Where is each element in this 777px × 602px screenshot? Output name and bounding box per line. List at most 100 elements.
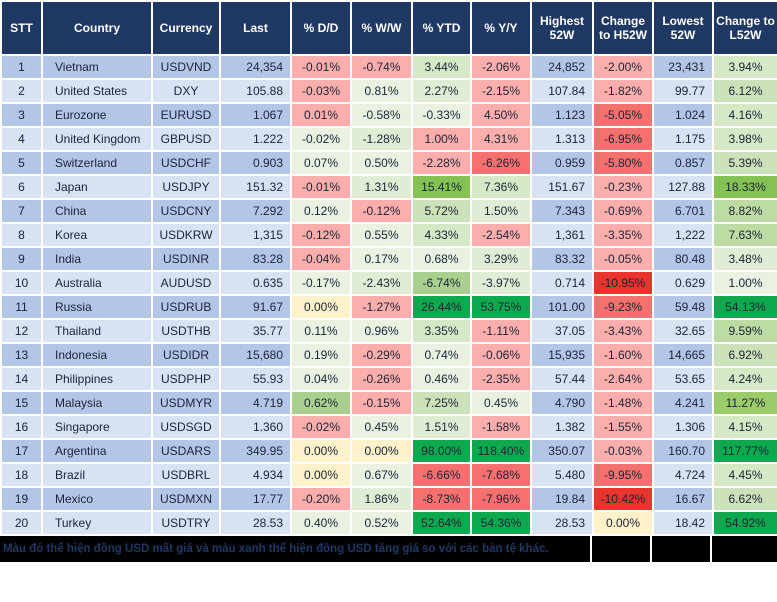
cell-pct-dd[interactable]: -0.04% (290, 246, 352, 272)
cell-country[interactable]: Japan (41, 174, 153, 200)
cell-stt[interactable]: 18 (0, 462, 43, 488)
cell-change-to-l52w[interactable]: 54.92% (712, 510, 777, 536)
cell-change-to-h52w[interactable]: -3.35% (592, 222, 654, 248)
cell-change-to-l52w[interactable]: 4.45% (712, 462, 777, 488)
cell-currency-pair[interactable]: USDMYR (151, 390, 221, 416)
cell-country[interactable]: China (41, 198, 153, 224)
cell-pct-ww[interactable]: -0.26% (350, 366, 413, 392)
cell-last-price[interactable]: 151.32 (219, 174, 292, 200)
cell-change-to-h52w[interactable]: -9.23% (592, 294, 654, 320)
cell-pct-ww[interactable]: -0.29% (350, 342, 413, 368)
cell-change-to-l52w[interactable]: 3.48% (712, 246, 777, 272)
cell-change-to-l52w[interactable]: 4.24% (712, 366, 777, 392)
cell-country[interactable]: Mexico (41, 486, 153, 512)
cell-lowest-52w[interactable]: 4.724 (652, 462, 714, 488)
cell-change-to-l52w[interactable]: 4.15% (712, 414, 777, 440)
cell-lowest-52w[interactable]: 160.70 (652, 438, 714, 464)
cell-pct-dd[interactable]: -0.01% (290, 54, 352, 80)
cell-pct-ytd[interactable]: 5.72% (411, 198, 472, 224)
cell-highest-52w[interactable]: 19.84 (530, 486, 594, 512)
cell-stt[interactable]: 10 (0, 270, 43, 296)
col-header-dd[interactable]: % D/D (290, 0, 352, 56)
cell-pct-ytd[interactable]: 0.68% (411, 246, 472, 272)
cell-last-price[interactable]: 0.635 (219, 270, 292, 296)
cell-currency-pair[interactable]: USDTRY (151, 510, 221, 536)
cell-pct-yy[interactable]: -7.96% (470, 486, 532, 512)
cell-change-to-h52w[interactable]: -5.05% (592, 102, 654, 128)
cell-currency-pair[interactable]: USDRUB (151, 294, 221, 320)
cell-highest-52w[interactable]: 83.32 (530, 246, 594, 272)
col-header-lowest-52w[interactable]: Lowest 52W (652, 0, 714, 56)
cell-last-price[interactable]: 4.719 (219, 390, 292, 416)
cell-pct-ww[interactable]: -0.15% (350, 390, 413, 416)
cell-highest-52w[interactable]: 5.480 (530, 462, 594, 488)
col-header-change-to-h52w[interactable]: Change to H52W (592, 0, 654, 56)
cell-lowest-52w[interactable]: 53.65 (652, 366, 714, 392)
col-header-highest-52w[interactable]: Highest 52W (530, 0, 594, 56)
cell-pct-ww[interactable]: 1.86% (350, 486, 413, 512)
cell-pct-dd[interactable]: 0.00% (290, 294, 352, 320)
cell-pct-dd[interactable]: 0.00% (290, 438, 352, 464)
cell-lowest-52w[interactable]: 16.67 (652, 486, 714, 512)
cell-pct-ww[interactable]: 1.31% (350, 174, 413, 200)
cell-lowest-52w[interactable]: 80.48 (652, 246, 714, 272)
cell-lowest-52w[interactable]: 6.701 (652, 198, 714, 224)
cell-last-price[interactable]: 24,354 (219, 54, 292, 80)
cell-pct-yy[interactable]: 4.50% (470, 102, 532, 128)
col-header-yy[interactable]: % Y/Y (470, 0, 532, 56)
cell-currency-pair[interactable]: EURUSD (151, 102, 221, 128)
cell-pct-yy[interactable]: 1.50% (470, 198, 532, 224)
cell-pct-ytd[interactable]: 4.33% (411, 222, 472, 248)
cell-change-to-h52w[interactable]: -0.69% (592, 198, 654, 224)
col-header-currency[interactable]: Currency (151, 0, 221, 56)
cell-currency-pair[interactable]: USDBRL (151, 462, 221, 488)
cell-pct-ytd[interactable]: 52.64% (411, 510, 472, 536)
cell-change-to-l52w[interactable]: 11.27% (712, 390, 777, 416)
cell-highest-52w[interactable]: 0.959 (530, 150, 594, 176)
cell-pct-yy[interactable]: -2.54% (470, 222, 532, 248)
cell-stt[interactable]: 14 (0, 366, 43, 392)
cell-lowest-52w[interactable]: 32.65 (652, 318, 714, 344)
cell-country[interactable]: India (41, 246, 153, 272)
cell-last-price[interactable]: 17.77 (219, 486, 292, 512)
cell-pct-yy[interactable]: -3.97% (470, 270, 532, 296)
cell-pct-dd[interactable]: -0.12% (290, 222, 352, 248)
cell-currency-pair[interactable]: USDIDR (151, 342, 221, 368)
cell-pct-yy[interactable]: -7.68% (470, 462, 532, 488)
cell-stt[interactable]: 1 (0, 54, 43, 80)
cell-last-price[interactable]: 4.934 (219, 462, 292, 488)
col-header-ww[interactable]: % W/W (350, 0, 413, 56)
cell-country[interactable]: Turkey (41, 510, 153, 536)
cell-pct-dd[interactable]: 0.01% (290, 102, 352, 128)
cell-change-to-l52w[interactable]: 3.98% (712, 126, 777, 152)
cell-pct-dd[interactable]: 0.11% (290, 318, 352, 344)
cell-pct-ww[interactable]: 0.17% (350, 246, 413, 272)
col-header-change-to-l52w[interactable]: Change to L52W (712, 0, 777, 56)
cell-highest-52w[interactable]: 28.53 (530, 510, 594, 536)
cell-lowest-52w[interactable]: 1.175 (652, 126, 714, 152)
cell-pct-dd[interactable]: 0.62% (290, 390, 352, 416)
cell-currency-pair[interactable]: USDJPY (151, 174, 221, 200)
cell-pct-ytd[interactable]: 3.44% (411, 54, 472, 80)
cell-highest-52w[interactable]: 1.123 (530, 102, 594, 128)
cell-pct-dd[interactable]: -0.01% (290, 174, 352, 200)
cell-currency-pair[interactable]: USDKRW (151, 222, 221, 248)
cell-currency-pair[interactable]: GBPUSD (151, 126, 221, 152)
cell-change-to-h52w[interactable]: 0.00% (592, 510, 654, 536)
cell-country[interactable]: Malaysia (41, 390, 153, 416)
cell-pct-yy[interactable]: 4.31% (470, 126, 532, 152)
cell-stt[interactable]: 19 (0, 486, 43, 512)
cell-change-to-l52w[interactable]: 117.77% (712, 438, 777, 464)
cell-pct-dd[interactable]: -0.02% (290, 414, 352, 440)
cell-lowest-52w[interactable]: 1.306 (652, 414, 714, 440)
cell-last-price[interactable]: 35.77 (219, 318, 292, 344)
cell-last-price[interactable]: 91.67 (219, 294, 292, 320)
cell-currency-pair[interactable]: USDPHP (151, 366, 221, 392)
cell-lowest-52w[interactable]: 0.857 (652, 150, 714, 176)
cell-stt[interactable]: 12 (0, 318, 43, 344)
cell-highest-52w[interactable]: 4.790 (530, 390, 594, 416)
cell-pct-ww[interactable]: 0.96% (350, 318, 413, 344)
cell-stt[interactable]: 3 (0, 102, 43, 128)
cell-currency-pair[interactable]: USDMXN (151, 486, 221, 512)
cell-country[interactable]: Vietnam (41, 54, 153, 80)
